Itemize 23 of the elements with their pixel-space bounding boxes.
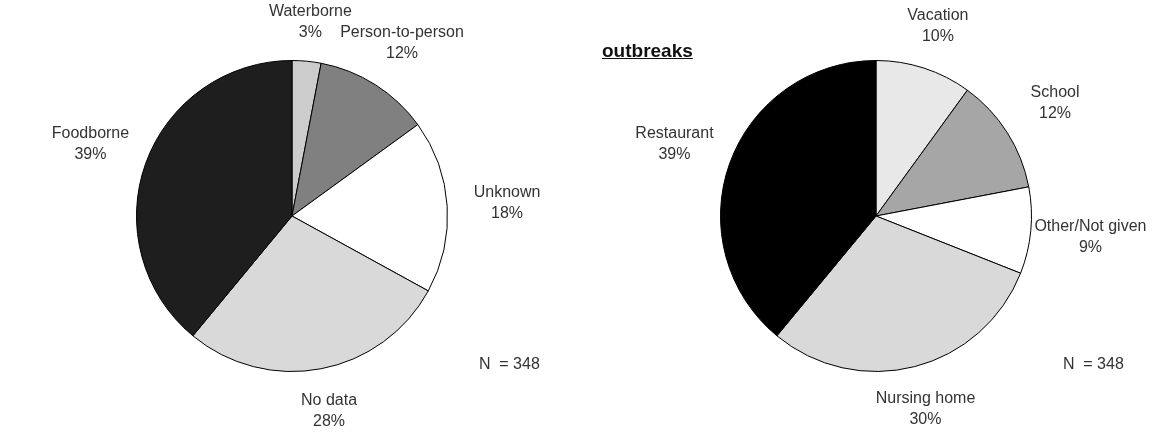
data-label: 3% (298, 22, 322, 40)
data-label: 12% (385, 44, 419, 62)
slice-label: Waterborne (268, 1, 353, 19)
data-label: 18% (491, 203, 524, 221)
data-label: 12% (1039, 103, 1072, 121)
slice-label: Person-to-person (340, 23, 464, 41)
slice-label: Unknown (473, 182, 541, 200)
data-label: 39% (658, 144, 691, 162)
slice-label: Foodborne (51, 123, 130, 141)
data-label: 30% (909, 410, 942, 428)
text: N = 348 (1062, 355, 1124, 373)
data-label: 39% (74, 144, 107, 162)
text: outbreaks (602, 40, 693, 62)
data-label: 28% (313, 411, 346, 429)
slice-label: Vacation (907, 5, 969, 23)
data-label: 9% (1078, 237, 1103, 255)
slice-label: No data (301, 390, 358, 408)
data-label: 10% (921, 26, 954, 44)
text: N = 348 (478, 355, 540, 373)
slice-label: School (1030, 82, 1080, 100)
slice-label: Restaurant (635, 123, 715, 141)
slice-label: Other/Not given (1034, 216, 1147, 234)
slice-label: Nursing home (875, 389, 976, 407)
